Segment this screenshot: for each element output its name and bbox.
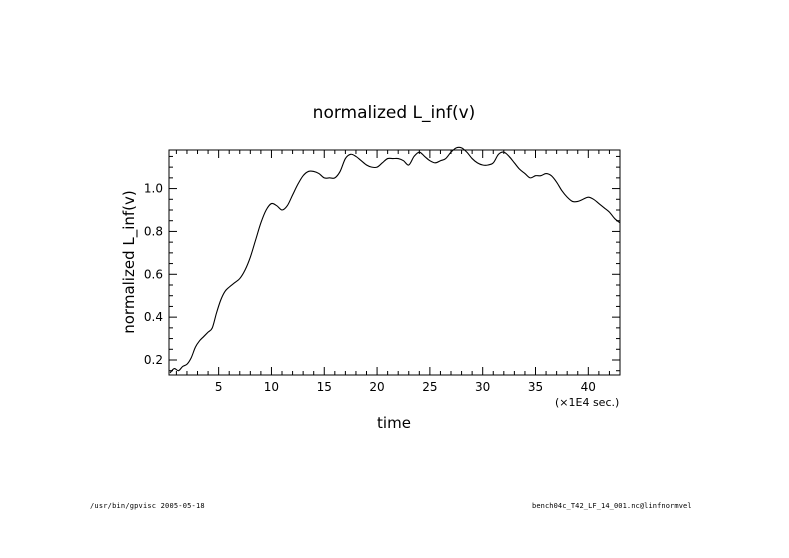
x-axis-label: time (377, 414, 411, 432)
x-tick-label: 25 (422, 380, 437, 394)
x-tick-label: 20 (369, 380, 384, 394)
footer-file-info: bench04c_T42_LF_14_001.nc@linfnormvel (532, 502, 692, 510)
y-tick-label: 1.0 (144, 182, 163, 196)
x-tick-label: 35 (528, 380, 543, 394)
series-line-0 (169, 146, 621, 374)
x-axis-unit-label: (×1E4 sec.) (555, 396, 619, 409)
y-tick-label: 0.4 (144, 310, 163, 324)
y-tick-label: 0.6 (144, 267, 163, 281)
footer-program-info: /usr/bin/gpvisc 2005-05-18 (90, 502, 205, 510)
y-tick-label: 0.8 (144, 224, 163, 238)
x-tick-label: 15 (317, 380, 332, 394)
x-tick-label: 40 (581, 380, 596, 394)
y-tick-label: 0.2 (144, 353, 163, 367)
chart-title: normalized L_inf(v) (313, 103, 476, 123)
tick-labels-layer: 5 10 15 20 25 30 35 40 0.2 0.4 0.6 0.8 1.0 (144, 182, 596, 394)
x-tick-label: 30 (475, 380, 490, 394)
ticks-layer (169, 150, 621, 375)
x-tick-label: 10 (264, 380, 279, 394)
plot-frame (168, 149, 621, 376)
x-tick-label: 5 (215, 380, 223, 394)
series-layer (169, 146, 621, 374)
y-axis-label: normalized L_inf(v) (120, 190, 139, 334)
